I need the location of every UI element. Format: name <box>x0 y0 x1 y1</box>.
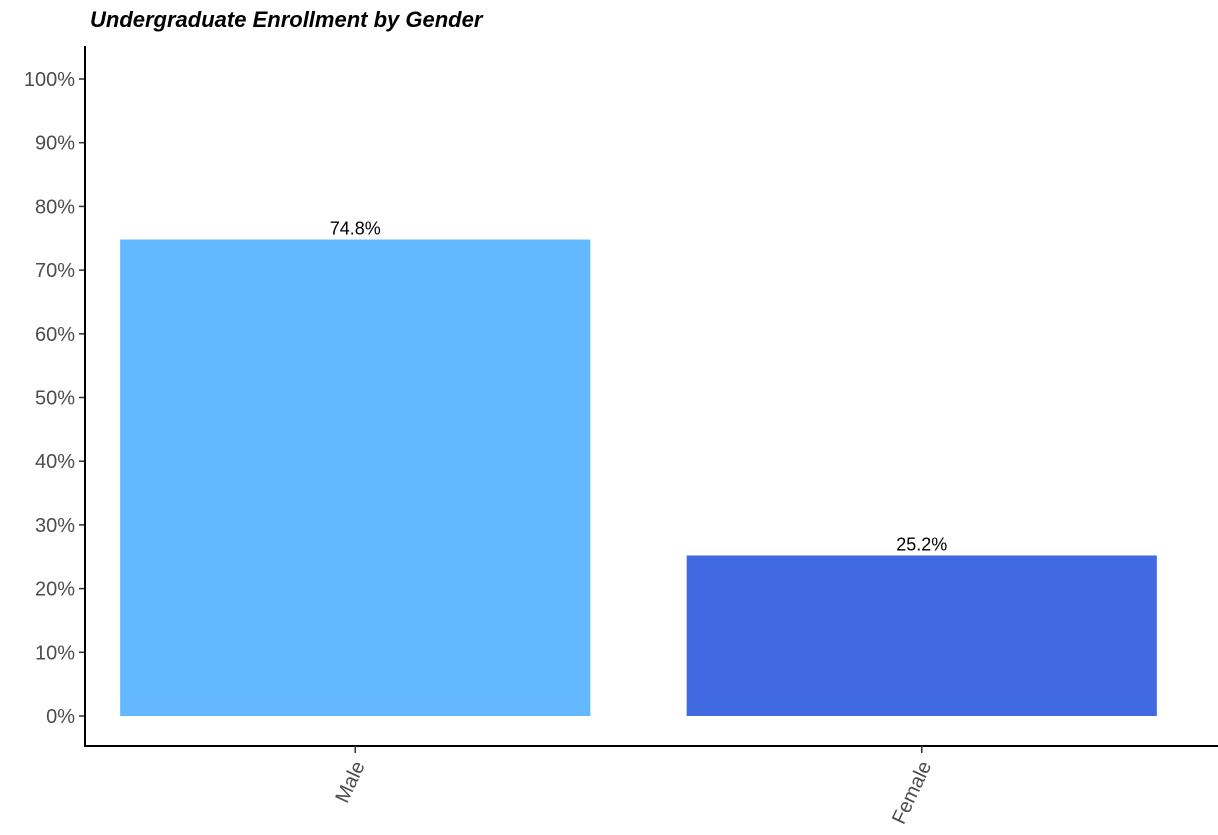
y-tick-label: 30% <box>35 515 75 537</box>
data-labels: 74.8% 25.2% <box>330 219 948 555</box>
x-tick-label: Female <box>888 758 936 828</box>
y-tick-label: 20% <box>35 579 75 601</box>
data-label-female: 25.2% <box>896 534 947 554</box>
x-axis-ticks: Male Female <box>332 746 936 828</box>
chart-title: Undergraduate Enrollment by Gender <box>90 7 484 32</box>
bar-female <box>686 555 1157 716</box>
y-axis-ticks: 0% 10% 20% 30% 40% 50% 60% 70% 80% 90% 100% <box>24 69 85 728</box>
y-tick-label: 60% <box>35 324 75 346</box>
y-tick-label: 10% <box>35 642 75 664</box>
y-tick-label: 40% <box>35 451 75 473</box>
bar-male <box>120 239 591 717</box>
y-tick-label: 90% <box>35 133 75 155</box>
y-tick-label: 100% <box>24 69 75 91</box>
y-tick-label: 80% <box>35 196 75 218</box>
data-label-male: 74.8% <box>330 219 381 239</box>
y-tick-label: 0% <box>46 706 75 728</box>
y-tick-label: 50% <box>35 388 75 410</box>
y-tick-label: 70% <box>35 260 75 282</box>
bars <box>120 239 1157 717</box>
x-tick-label: Male <box>332 758 370 807</box>
